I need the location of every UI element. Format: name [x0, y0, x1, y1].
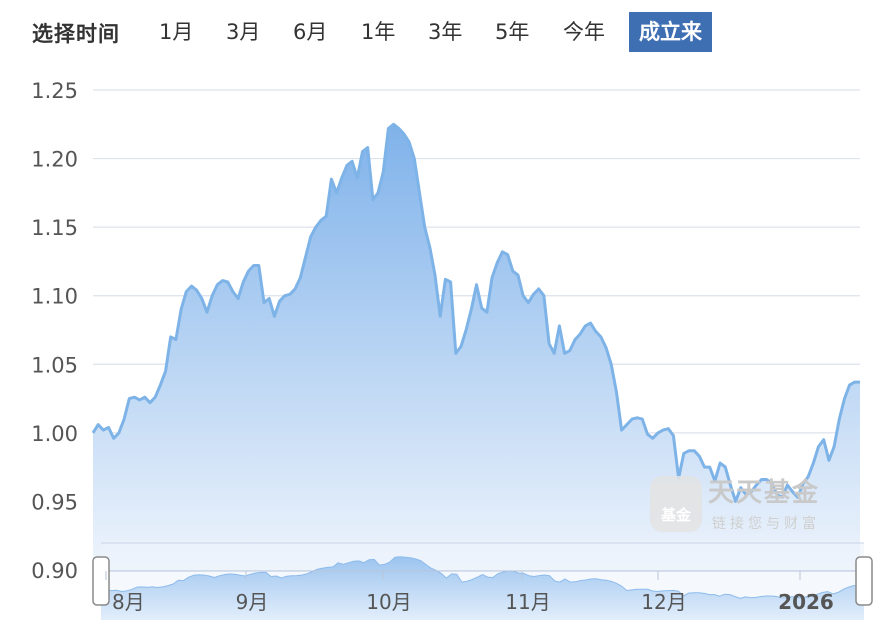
- y-tick-label: 1.25: [31, 79, 78, 103]
- y-tick-label: 0.90: [31, 559, 78, 583]
- x-tick-label: 9月: [236, 590, 269, 614]
- nav-line: [91, 122, 860, 503]
- y-tick-label: 1.15: [31, 216, 78, 240]
- range-button-since-inception[interactable]: 成立来: [629, 12, 712, 52]
- x-tick-label: 11月: [505, 590, 550, 614]
- x-tick-label: 12月: [641, 590, 686, 614]
- range-button-3y[interactable]: 3年: [428, 20, 463, 44]
- x-axis: 8月 9月 10月 11月 12月 2026: [105, 571, 834, 614]
- y-tick-label: 1.00: [31, 422, 78, 446]
- range-button-3m[interactable]: 3月: [226, 20, 261, 44]
- watermark-title: 天天基金: [708, 477, 820, 508]
- navigator-left-handle[interactable]: [92, 556, 110, 606]
- range-button-6m[interactable]: 6月: [293, 20, 328, 44]
- watermark-logo-icon: [650, 476, 702, 532]
- range-button-5y[interactable]: 5年: [495, 20, 530, 44]
- x-tick-label: 8月: [112, 590, 145, 614]
- navigator-line: [100, 556, 864, 599]
- y-tick-label: 1.05: [31, 353, 78, 377]
- y-tick-label: 1.20: [31, 148, 78, 172]
- watermark-logo-text: 基金: [660, 506, 692, 524]
- y-tick-label: 1.10: [31, 285, 78, 309]
- range-button-1m[interactable]: 1月: [159, 20, 194, 44]
- range-button-ytd[interactable]: 今年: [563, 20, 605, 44]
- range-button-1y[interactable]: 1年: [361, 20, 396, 44]
- time-range-toolbar: 选择时间 1月 3月 6月 1年 3年 5年 今年 成立来: [0, 0, 876, 64]
- watermark-subtitle: 链接您与财富: [712, 515, 820, 532]
- y-tick-label: 0.95: [31, 490, 78, 514]
- range-navigator[interactable]: 8月 9月 10月 11月 12月 2026: [92, 542, 873, 620]
- nav-area: [93, 124, 860, 571]
- navigator-area: [101, 556, 864, 620]
- y-axis: 1.25 1.20 1.15 1.10 1.05 1.00 0.95 0.90: [31, 79, 78, 583]
- x-tick-label: 2026: [778, 590, 834, 614]
- select-time-label: 选择时间: [32, 22, 120, 46]
- x-tick-label: 10月: [366, 590, 411, 614]
- navigator-right-handle[interactable]: [855, 556, 873, 606]
- watermark: 基金 天天基金 链接您与财富: [650, 476, 820, 532]
